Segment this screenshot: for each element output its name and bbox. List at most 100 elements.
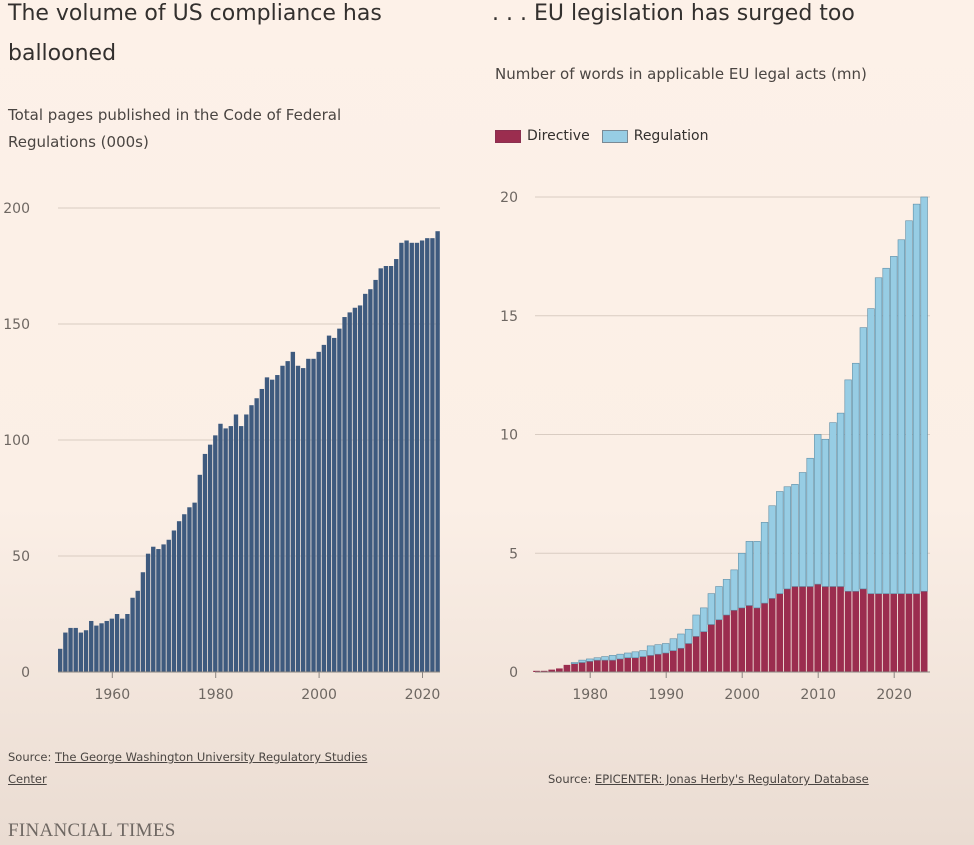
bar-regulation [882,267,890,594]
bar [120,618,125,672]
bar-regulation [852,362,860,592]
bar-regulation [844,379,852,592]
bar-directive [898,593,905,672]
y-tick-label: 150 [3,317,30,333]
bar-directive [654,654,662,672]
bar [99,623,104,672]
y-tick-label: 0 [509,665,518,681]
bar-directive [578,662,586,672]
left-source-link-cont[interactable]: Center [8,772,47,786]
bar-regulation [570,662,579,664]
bar [259,388,265,672]
legend-swatch-regulation [601,129,628,143]
x-tick-label: 2020 [405,687,441,703]
bar-directive [814,584,822,672]
bar [171,530,177,672]
right-chart-title: . . . EU legislation has surged too [492,1,855,26]
bar [218,423,223,672]
bar-directive [540,670,548,672]
bar [435,231,440,672]
bar-regulation [768,505,776,599]
bar-regulation [662,643,670,654]
bar [290,351,296,672]
bar [233,414,239,672]
bar-directive [875,593,882,672]
bar-directive [791,586,799,672]
bar-directive [768,598,776,672]
bar [378,268,383,672]
bar-regulation [624,652,632,659]
bar-regulation [874,277,883,594]
bar-regulation [821,438,829,587]
bar-directive [601,660,609,672]
bar [73,627,78,672]
left-source-link[interactable]: The George Washington University Regulat… [55,750,368,764]
bar [192,502,197,672]
bar [280,365,285,672]
bar-directive [624,657,632,672]
bar-regulation [745,541,753,606]
bar-regulation [654,644,662,655]
left-title-line2: ballooned [8,41,117,66]
x-tick-label: 1980 [572,687,608,703]
bar [213,435,218,672]
x-tick-label: 1960 [94,687,130,703]
right-source-link[interactable]: EPICENTER: Jonas Herby's Regulatory Data… [595,772,869,786]
bar [383,266,389,672]
bar [363,293,368,672]
bar [347,312,352,672]
left-source: Source: The George Washington University… [8,746,367,790]
bar-regulation [593,657,601,661]
bar [264,377,270,672]
bar-regulation [798,472,807,587]
y-tick-label: 10 [500,428,518,444]
bar [357,305,363,672]
bar-directive [882,593,890,672]
bar-directive [586,661,594,672]
bar-directive [647,655,654,672]
bar-directive [571,663,578,672]
bar-directive [746,605,753,672]
bar-regulation [920,196,928,592]
left-subtitle-line2: Regulations (000s) [8,133,149,151]
bar-regulation [905,220,913,594]
bar-directive [905,593,913,672]
right-source: Source: EPICENTER: Jonas Herby's Regulat… [548,768,869,790]
left-source-prefix: Source: [8,750,52,764]
bar-regulation [776,491,784,594]
x-tick-label: 2010 [800,687,836,703]
bar-directive [761,603,768,672]
legend-label-directive: Directive [527,128,590,144]
bar-regulation [631,651,639,659]
bar-directive [662,653,670,672]
bar-regulation [722,579,731,616]
bar-regulation [586,658,594,662]
bar-regulation [692,614,700,637]
bar [311,358,316,672]
bar [89,620,94,672]
bar [388,266,394,672]
bar [197,474,202,672]
bar-directive [844,591,852,672]
bar-directive [700,631,708,672]
bar-regulation [578,659,586,663]
bar-directive [533,670,540,672]
y-tick-label: 200 [3,201,30,217]
left-chart-title: The volume of US compliance has balloone… [8,0,382,74]
bar [166,539,171,672]
bar-regulation [700,607,708,632]
y-tick-label: 50 [12,549,30,565]
bar-directive [685,643,692,672]
bar [83,630,89,672]
bar [228,426,233,672]
bar-directive [616,658,624,672]
bar-regulation [890,256,898,594]
bar [332,337,337,672]
bar-directive [784,588,791,672]
bar [394,259,399,672]
bar-regulation [684,628,693,644]
left-chart: 0 50 100 150 200 1960 1980 2000 2020 [3,201,440,703]
bar [269,379,275,672]
bar [275,375,280,672]
